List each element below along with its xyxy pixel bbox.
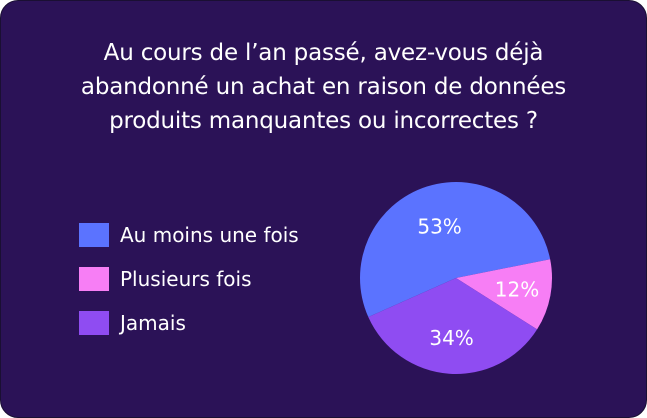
title-line: abandonné un achat en raison de données: [80, 74, 567, 100]
legend-item-jamais: Jamais: [79, 301, 299, 345]
legend-swatch: [79, 223, 109, 247]
pie-slice-au-moins-une-fois: [360, 182, 551, 318]
legend-item-au-moins-une-fois: Au moins une fois: [79, 213, 299, 257]
legend-label: Jamais: [120, 311, 186, 335]
pie-slice-jamais: [368, 278, 538, 375]
legend-swatch: [79, 267, 109, 291]
title-line: Au cours de l’an passé, avez-vous déjà: [103, 40, 544, 66]
chart-title: Au cours de l’an passé, avez-vous déjà a…: [21, 36, 626, 138]
legend-item-plusieurs-fois: Plusieurs fois: [79, 257, 299, 301]
pie-slice-value-label: 53%: [417, 215, 461, 239]
legend-swatch: [79, 311, 109, 335]
legend-label: Plusieurs fois: [120, 267, 252, 291]
title-line: produits manquantes ou incorrectes ?: [109, 108, 538, 134]
pie-slice-plusieurs-fois: [456, 259, 553, 330]
pie-slices: [360, 182, 553, 375]
pie-slice-value-label: 12%: [495, 277, 539, 301]
legend-label: Au moins une fois: [120, 223, 299, 247]
legend: Au moins une fois Plusieurs fois Jamais: [79, 213, 299, 345]
pie-slice-labels: 53% 12% 34%: [417, 215, 539, 350]
pie-slice-value-label: 34%: [429, 326, 473, 350]
